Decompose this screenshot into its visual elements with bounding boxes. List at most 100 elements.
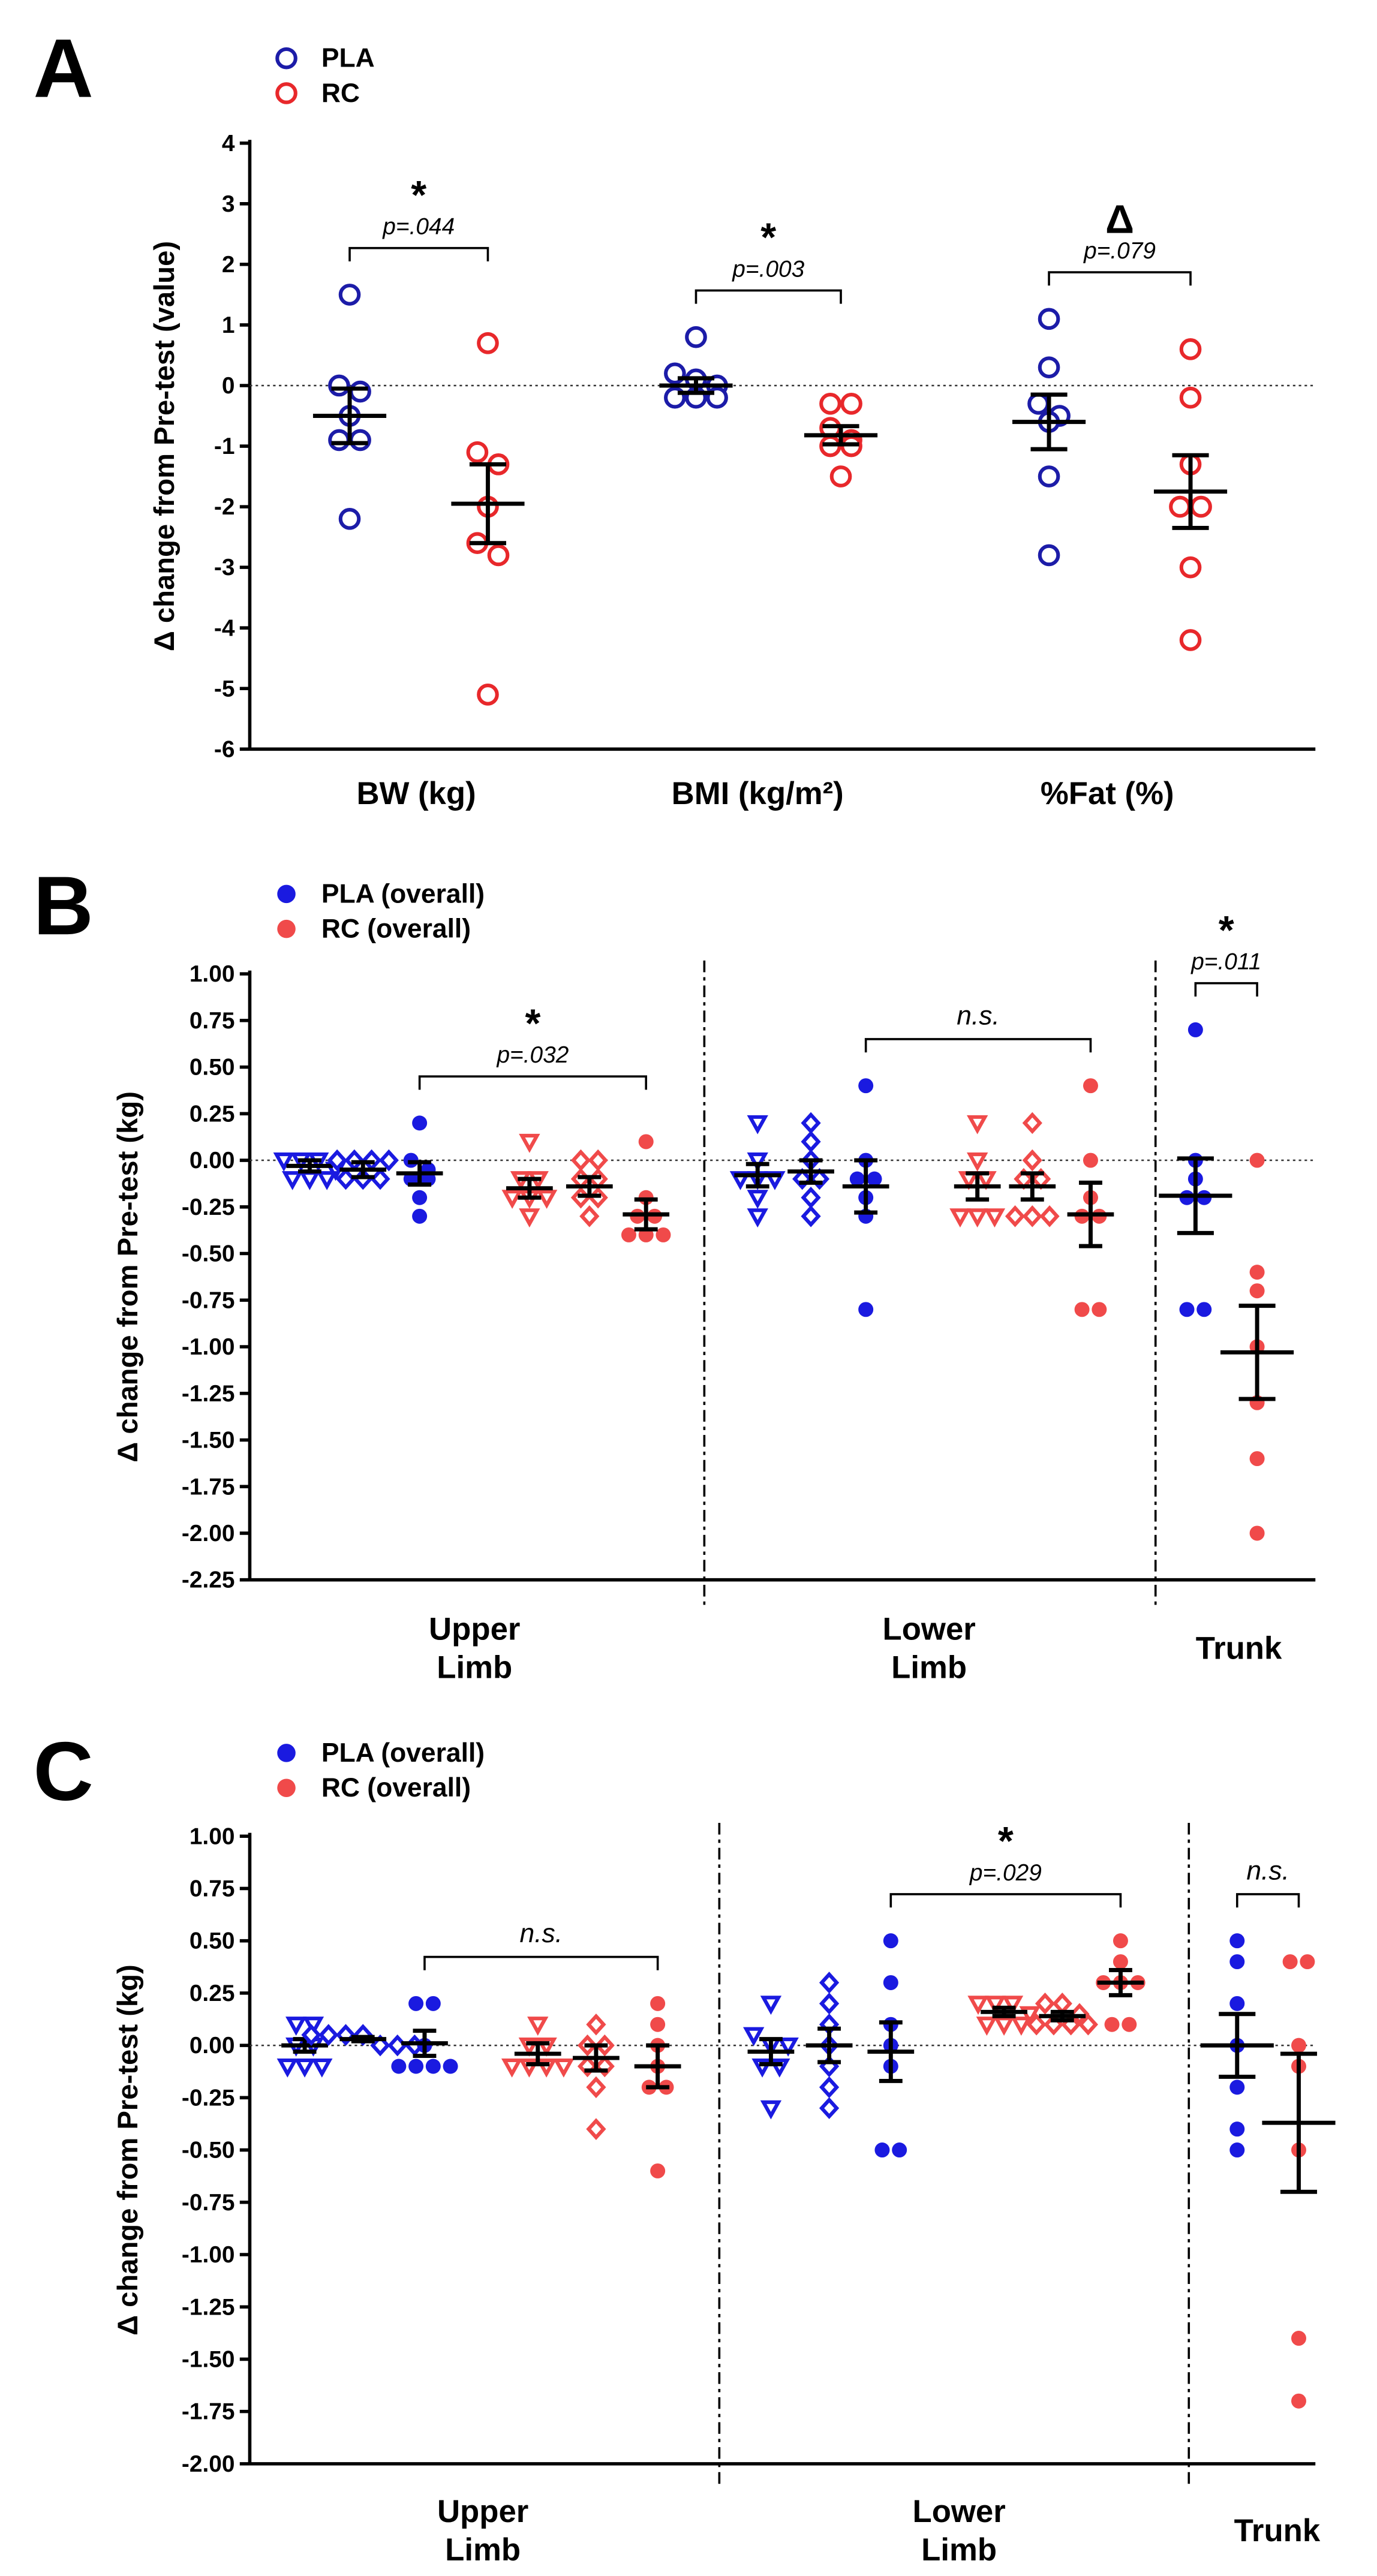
significance-mark: n.s. <box>957 1001 1000 1031</box>
legend-marker <box>277 919 296 938</box>
data-point <box>370 1167 390 1190</box>
comparison-bracket <box>864 1038 1092 1053</box>
data-point <box>349 380 371 403</box>
data-point <box>1229 1933 1245 1949</box>
category-label: Trunk <box>1196 1631 1282 1666</box>
data-point <box>338 284 361 306</box>
y-axis-label: Δ change from Pre-test (kg) <box>112 1964 144 2336</box>
data-point <box>1179 386 1202 409</box>
data-point <box>1074 1302 1090 1317</box>
y-tick-label: 2 <box>222 252 235 278</box>
data-point <box>1190 495 1212 518</box>
data-point <box>1282 1954 1298 1970</box>
p-value: p=.032 <box>496 1042 569 1068</box>
data-point <box>387 2034 408 2057</box>
significance-mark: Δ <box>1105 197 1134 242</box>
data-point <box>809 1167 830 1190</box>
y-axis-label: Δ change from Pre-test (value) <box>149 241 181 651</box>
y-tick-label: -1.25 <box>182 1381 235 1407</box>
data-point <box>273 1152 294 1172</box>
data-point <box>1249 1525 1265 1541</box>
data-point <box>777 2038 799 2057</box>
data-point <box>966 1152 988 1172</box>
legend-marker <box>277 884 296 904</box>
y-tick-label: 0.25 <box>190 1981 235 2006</box>
data-point <box>586 2118 606 2140</box>
data-point <box>1291 2393 1306 2409</box>
panel-letter: A <box>34 22 94 115</box>
data-point <box>747 1190 768 1209</box>
data-point <box>1291 2331 1306 2346</box>
comparison-bracket <box>418 1075 648 1090</box>
data-point <box>1022 1149 1042 1172</box>
data-point <box>412 1190 428 1205</box>
data-point <box>579 1205 600 1227</box>
data-point <box>378 1149 399 1172</box>
data-point <box>792 1167 813 1190</box>
category-label: Trunk <box>1234 2513 1321 2548</box>
data-point <box>1249 1265 1265 1280</box>
data-point <box>819 392 841 415</box>
data-point <box>294 2058 315 2078</box>
y-tick-label: -2.00 <box>182 1521 235 1546</box>
data-point <box>650 2017 666 2032</box>
significance-mark: * <box>1219 908 1234 953</box>
category-label: BMI (kg/m²) <box>672 776 844 811</box>
data-point <box>335 1167 356 1190</box>
data-point <box>302 2017 324 2036</box>
data-point <box>588 1149 608 1172</box>
data-point <box>883 1933 898 1949</box>
category-label: %Fat (%) <box>1041 776 1174 811</box>
y-tick-label: -6 <box>214 736 235 762</box>
data-point <box>1196 1302 1212 1317</box>
data-point <box>1002 1996 1024 2015</box>
y-tick-label: -0.75 <box>182 1287 235 1313</box>
data-point <box>819 1993 840 2015</box>
data-point <box>519 1133 540 1153</box>
data-point <box>477 684 499 706</box>
significance-mark: * <box>998 1819 1014 1864</box>
data-point <box>984 1208 1006 1228</box>
legend-label: RC (overall) <box>321 914 471 944</box>
data-point <box>1104 2017 1120 2032</box>
legend-label: PLA (overall) <box>321 879 485 908</box>
y-tick-label: -2 <box>214 494 235 520</box>
data-point <box>1249 1451 1265 1467</box>
data-point <box>1229 1954 1245 1970</box>
category-label: Lower <box>912 2494 1005 2529</box>
data-point <box>858 1302 874 1317</box>
legend-label: PLA (overall) <box>321 1738 485 1768</box>
data-point <box>477 332 499 354</box>
significance-mark: * <box>525 1001 540 1046</box>
data-point <box>408 2059 424 2074</box>
data-point <box>466 441 489 464</box>
significance-mark: n.s. <box>520 1919 563 1948</box>
data-point <box>1039 1205 1060 1227</box>
legend-marker <box>277 1744 296 1762</box>
y-tick-label: 0.75 <box>190 1008 235 1034</box>
comparison-bracket <box>1235 1893 1300 1908</box>
data-point <box>858 1078 874 1094</box>
data-point <box>1092 1302 1107 1317</box>
y-tick-label: -0.25 <box>182 1194 235 1220</box>
data-point <box>328 374 350 397</box>
data-point <box>949 1208 971 1228</box>
data-point <box>577 2055 598 2078</box>
data-point <box>1249 1283 1265 1299</box>
y-tick-label: -0.50 <box>182 2138 235 2163</box>
significance-mark: n.s. <box>1246 1856 1289 1886</box>
comparison-bracket <box>1048 271 1192 286</box>
data-point <box>1069 2003 1090 2026</box>
data-point <box>621 1227 636 1242</box>
data-point <box>335 2024 356 2046</box>
data-point <box>801 1186 821 1209</box>
y-tick-label: 0.50 <box>190 1055 235 1081</box>
y-tick-label: -2.00 <box>182 2451 235 2477</box>
data-point <box>1022 1112 1042 1134</box>
data-point <box>874 2142 890 2158</box>
data-point <box>1113 1954 1128 1970</box>
data-point <box>1083 1152 1098 1168</box>
data-point <box>1229 1996 1245 2011</box>
data-point <box>1122 2017 1137 2032</box>
data-point <box>1179 1302 1195 1317</box>
